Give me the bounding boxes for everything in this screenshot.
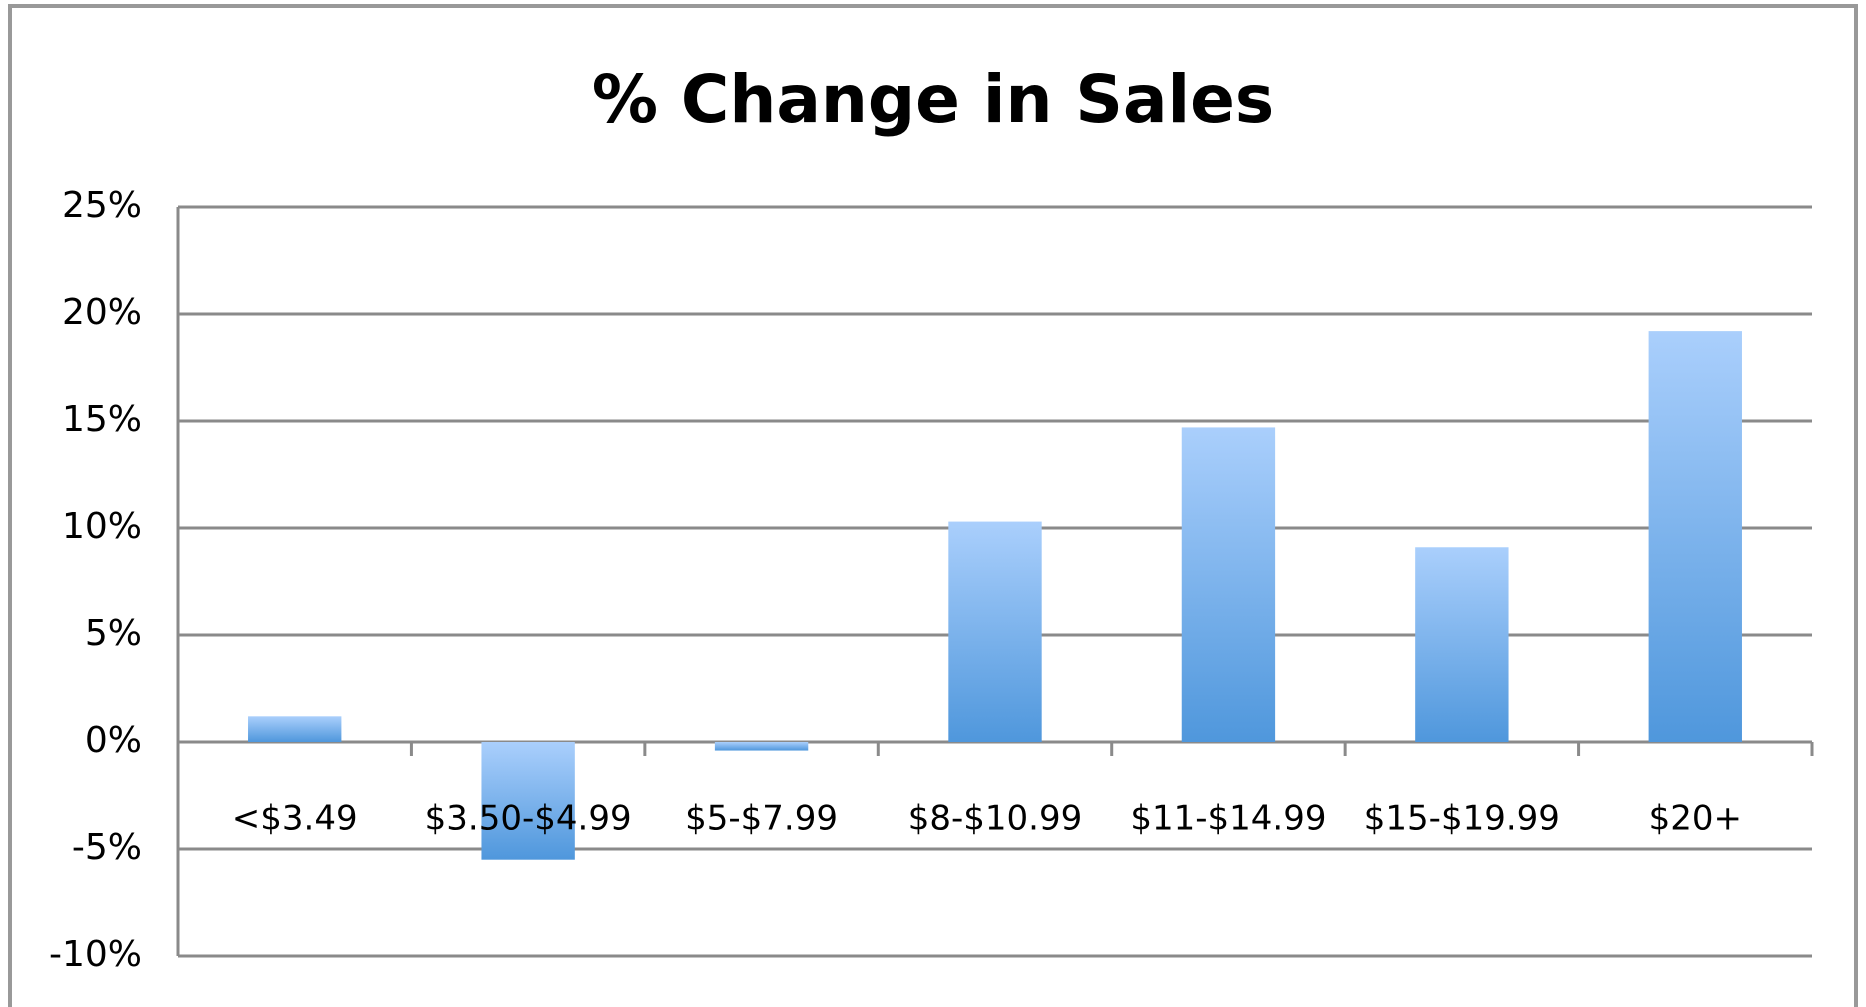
y-tick-label: 15%	[62, 399, 142, 440]
bar	[714, 742, 809, 751]
bar	[948, 521, 1042, 742]
x-tick-label: $11-$14.99	[1130, 799, 1326, 839]
chart-frame	[8, 4, 1858, 1007]
x-tick-label: $5-$7.99	[685, 799, 838, 839]
chart-title: % Change in Sales	[592, 61, 1274, 138]
y-tick-label: 5%	[85, 613, 142, 654]
x-tick-label: $20+	[1649, 799, 1742, 839]
y-tick-label: 25%	[62, 185, 142, 226]
y-tick-label: 10%	[62, 506, 142, 547]
y-tick-label: 20%	[62, 292, 142, 333]
y-tick-label: 0%	[85, 720, 142, 761]
y-tick-label: -5%	[72, 827, 142, 868]
y-tick-label: -10%	[49, 934, 142, 975]
x-tick-label: $15-$19.99	[1364, 799, 1560, 839]
x-tick-label: $3.50-$4.99	[425, 799, 632, 839]
x-tick-label: $8-$10.99	[908, 799, 1083, 839]
bar	[1415, 547, 1509, 742]
x-tick-label: <$3.49	[232, 799, 358, 839]
bar	[481, 742, 575, 860]
bar	[1648, 331, 1742, 742]
bar	[1181, 427, 1276, 742]
bar	[248, 716, 342, 742]
